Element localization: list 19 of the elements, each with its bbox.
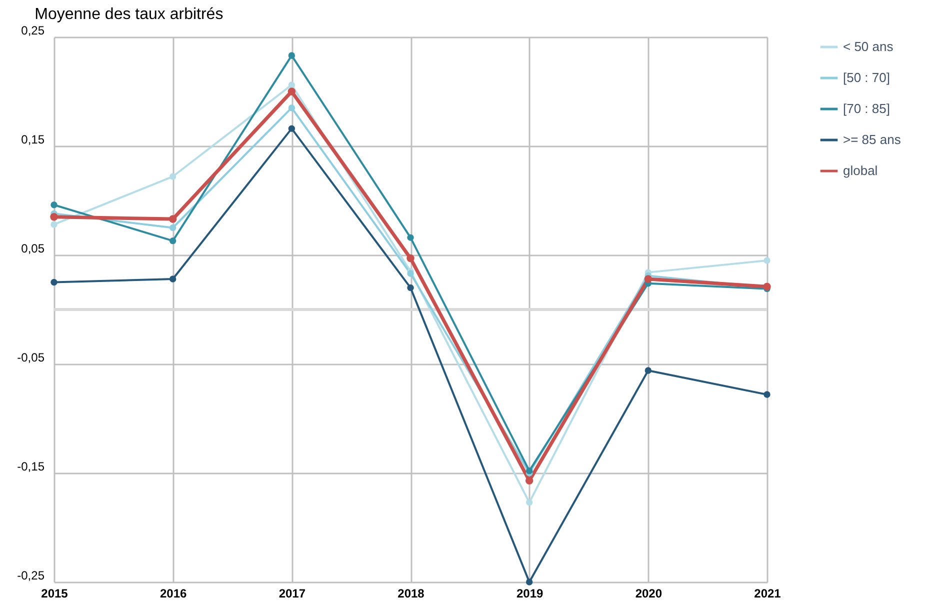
legend-label: [50 : 70] — [843, 70, 890, 85]
x-tick-label: 2016 — [160, 586, 188, 600]
x-tick-label: 2018 — [398, 586, 425, 600]
x-tick-label: 2021 — [754, 586, 782, 600]
y-tick-label: 0,15 — [21, 132, 45, 146]
y-tick-label: 0,05 — [21, 242, 45, 256]
legend-label: global — [843, 163, 878, 178]
y-tick-label: -0,15 — [17, 460, 45, 474]
legend-label: [70 : 85] — [843, 101, 890, 116]
x-tick-label: 2017 — [278, 586, 306, 600]
legend-label: < 50 ans — [843, 39, 894, 54]
x-tick-label: 2020 — [635, 586, 662, 600]
x-tick-label: 2015 — [41, 586, 68, 600]
legend-label: >= 85 ans — [843, 132, 902, 147]
chart-title: Moyenne des taux arbitrés — [34, 6, 224, 23]
x-tick-label: 2019 — [516, 586, 544, 600]
y-tick-label: -0,05 — [17, 350, 45, 364]
y-tick-label: -0,25 — [17, 568, 45, 582]
y-tick-label: 0,25 — [21, 24, 45, 38]
